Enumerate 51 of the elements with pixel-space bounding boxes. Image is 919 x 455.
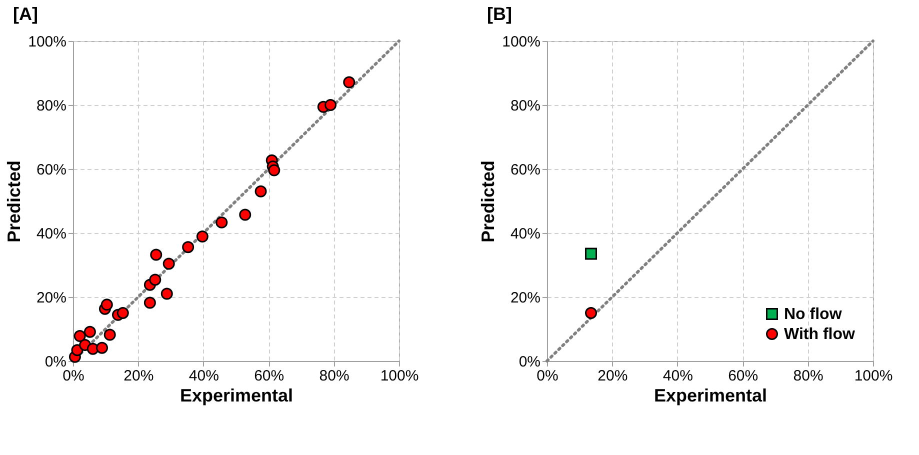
point (96, 342, 108, 354)
point (104, 328, 116, 341)
y-tick-label: 100% (502, 34, 540, 50)
legend-label: With flow (784, 326, 856, 343)
x-tick-label: 0% (536, 368, 558, 384)
point (150, 248, 162, 261)
point (239, 208, 252, 221)
y-axis-title: Predicted (4, 160, 24, 243)
x-tick-label: 0% (62, 368, 84, 384)
x-tick-label: 80% (793, 368, 824, 384)
y-tick-label: 40% (36, 226, 66, 242)
x-tick-label: 100% (380, 368, 419, 384)
chart-title: [A] (13, 4, 38, 24)
y-tick-label: 20% (510, 290, 540, 306)
x-tick-label: 40% (188, 368, 219, 384)
point (149, 274, 162, 286)
y-tick-label: 0% (44, 354, 66, 370)
point (324, 99, 337, 111)
y-tick-label: 60% (36, 162, 66, 178)
x-tick-label: 80% (319, 368, 350, 384)
y-axis-title: Predicted (478, 160, 498, 243)
point (74, 330, 86, 342)
point (182, 241, 194, 254)
point (216, 216, 228, 228)
legend-label: No flow (784, 306, 842, 323)
x-tick-label: 20% (598, 368, 628, 384)
x-tick-label: 100% (854, 368, 893, 384)
y-tick-label: 100% (28, 34, 66, 50)
point (162, 258, 175, 270)
x-axis-title: Experimental (654, 386, 768, 406)
point (116, 307, 129, 319)
y-tick-label: 80% (510, 98, 540, 114)
x-axis-title: Experimental (180, 386, 294, 406)
x-tick-label: 60% (254, 368, 284, 384)
point (343, 76, 356, 88)
y-tick-label: 20% (36, 290, 66, 306)
x-tick-label: 20% (124, 368, 154, 384)
point (84, 326, 96, 338)
x-tick-label: 40% (662, 368, 693, 384)
point (254, 185, 267, 198)
y-tick-label: 60% (510, 162, 540, 178)
y-tick-label: 40% (510, 226, 540, 242)
point (144, 296, 156, 309)
y-tick-label: 80% (36, 98, 66, 114)
x-tick-label: 60% (728, 368, 758, 384)
point (196, 230, 208, 243)
point (268, 164, 280, 176)
point (160, 288, 173, 300)
point (100, 298, 113, 311)
y-tick-label: 0% (518, 354, 540, 370)
chart-title: [B] (487, 4, 512, 24)
